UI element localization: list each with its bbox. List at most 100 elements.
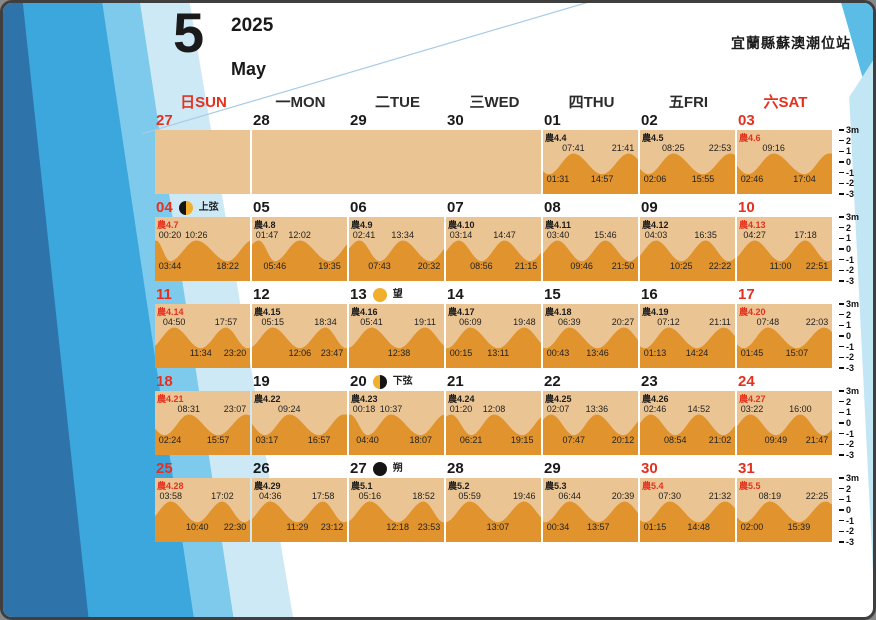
date-number: 09 bbox=[641, 199, 658, 216]
low-tide-time: 12:18 bbox=[386, 522, 409, 532]
scale-tick: 2 bbox=[839, 397, 851, 407]
lunar-date-label: 農4.29 bbox=[254, 481, 281, 491]
date-number: 24 bbox=[738, 373, 755, 390]
scale-tick-label: -1 bbox=[846, 254, 855, 265]
scale-tick-mark bbox=[839, 129, 844, 131]
tide-curve-chart bbox=[640, 501, 735, 542]
day-date-28: 28 bbox=[252, 113, 348, 129]
scale-tick: 1 bbox=[839, 494, 851, 504]
high-tide-time: 10:26 bbox=[185, 230, 208, 240]
lunar-date-label: 農4.27 bbox=[739, 394, 766, 404]
date-number: 10 bbox=[738, 199, 755, 216]
date-number: 26 bbox=[253, 460, 270, 477]
high-tide-time: 03:14 bbox=[449, 230, 473, 240]
tide-curve-chart bbox=[737, 240, 832, 281]
low-tide-time: 11:29 bbox=[286, 522, 309, 532]
low-tide-time: 21:02 bbox=[708, 435, 732, 445]
tide-scale: 3m 2 1 0 -1 -2 -3 bbox=[839, 386, 873, 460]
low-tide-time: 02:06 bbox=[643, 174, 667, 184]
scale-tick: -1 bbox=[839, 255, 854, 265]
scale-tick-label: -2 bbox=[846, 178, 855, 189]
scale-tick-label: 2 bbox=[846, 396, 852, 407]
day-date-23: 23 bbox=[640, 374, 736, 390]
high-tide-time: 04:36 bbox=[258, 491, 282, 501]
low-tide-time: 09:49 bbox=[764, 435, 788, 445]
day-date-22: 22 bbox=[543, 374, 639, 390]
scale-tick-label: -2 bbox=[846, 265, 855, 276]
scale-tick: 1 bbox=[839, 146, 851, 156]
low-tide-time: 01:13 bbox=[643, 348, 667, 358]
tide-band: 農4.4 07:41 21:41 01:31 14:57 bbox=[543, 130, 638, 194]
low-tide-time: 09:46 bbox=[570, 261, 593, 271]
high-tide-time: 19:11 bbox=[413, 317, 436, 327]
moon-phase-label: 下弦 bbox=[392, 376, 413, 387]
high-tide-time: 17:57 bbox=[214, 317, 238, 327]
low-tide-time: 00:43 bbox=[546, 348, 570, 358]
date-number: 16 bbox=[641, 286, 658, 303]
lunar-date-label: 農4.24 bbox=[448, 394, 475, 404]
high-tide-time: 12:02 bbox=[288, 230, 311, 240]
tide-band: 農4.22 09:24 03:17 16:57 bbox=[252, 391, 347, 455]
tide-curve-chart bbox=[252, 240, 347, 281]
calendar-week-row: 25 農4.28 03:58 17:02 10:40 22:30 26 農4.29 04:36 1… bbox=[155, 460, 873, 547]
calendar-week-row: 11 農4.14 04:50 17:57 11:34 23:20 12 農4.15 05:15 1… bbox=[155, 286, 873, 373]
low-tide-time: 22:22 bbox=[708, 261, 732, 271]
lunar-date-label: 農5.3 bbox=[545, 481, 567, 491]
tide-band: 農4.19 07:12 21:11 01:13 14:24 bbox=[640, 304, 735, 368]
tide-band: 農4.11 03:40 15:46 09:46 21:50 bbox=[543, 217, 638, 281]
scale-tick-mark bbox=[839, 432, 844, 435]
moon-phase-label: 上弦 bbox=[198, 202, 219, 213]
scale-tick-label: 0 bbox=[846, 505, 852, 515]
high-tide-time: 20:39 bbox=[611, 491, 635, 501]
scale-tick-mark bbox=[839, 313, 844, 316]
scale-tick: 0 bbox=[839, 418, 851, 428]
date-number: 30 bbox=[641, 460, 658, 477]
high-tide-time: 18:34 bbox=[314, 317, 337, 327]
low-tide-time: 04:40 bbox=[356, 435, 379, 445]
scale-tick-label: 1 bbox=[846, 146, 852, 157]
tide-curve-chart bbox=[737, 501, 832, 542]
day-date-29: 29 bbox=[349, 113, 445, 129]
tide-curve-chart bbox=[737, 327, 832, 368]
scale-tick-mark bbox=[839, 443, 844, 446]
low-tide-time: 21:15 bbox=[514, 261, 538, 271]
tide-curve-chart bbox=[543, 327, 638, 368]
day-date-24: 24 bbox=[737, 374, 833, 390]
lunar-date-label: 農4.22 bbox=[254, 394, 281, 404]
scale-tick-mark bbox=[839, 139, 844, 142]
date-number: 19 bbox=[253, 373, 270, 390]
scale-tick-label: -1 bbox=[846, 167, 855, 178]
low-tide-time: 11:00 bbox=[769, 261, 792, 271]
high-tide-time: 16:35 bbox=[694, 230, 717, 240]
low-tide-time: 14:57 bbox=[590, 174, 614, 184]
tide-curve-chart bbox=[543, 153, 638, 194]
scale-tick-label: -1 bbox=[846, 515, 855, 526]
date-number: 07 bbox=[447, 199, 464, 216]
high-tide-time: 16:00 bbox=[789, 404, 812, 414]
day-date-21: 21 bbox=[446, 374, 542, 390]
scale-tick-mark bbox=[839, 390, 844, 392]
scale-tick-label: 3m bbox=[846, 473, 860, 483]
tide-scale: 3m 2 1 0 -1 -2 -3 bbox=[839, 299, 873, 373]
moon-phase-icon-first-quarter bbox=[178, 201, 193, 215]
scale-tick: 3m bbox=[839, 212, 859, 222]
scale-tick-mark bbox=[839, 303, 844, 305]
tide-band: 農5.4 07:30 21:32 01:15 14:48 bbox=[640, 478, 735, 542]
date-number: 28 bbox=[253, 112, 270, 129]
scale-tick-label: -2 bbox=[846, 352, 855, 363]
day-date-30: 30 bbox=[446, 113, 542, 129]
low-tide-time: 07:47 bbox=[562, 435, 586, 445]
high-tide-time: 13:34 bbox=[391, 230, 414, 240]
scale-tick: -1 bbox=[839, 342, 854, 352]
low-tide-time: 08:56 bbox=[470, 261, 493, 271]
lunar-date-label: 農4.13 bbox=[739, 220, 766, 230]
tide-band: 農5.2 05:59 19:46 13:07 bbox=[446, 478, 541, 542]
tide-band: 農4.14 04:50 17:57 11:34 23:20 bbox=[155, 304, 250, 368]
tide-band: 農4.10 03:14 14:47 08:56 21:15 bbox=[446, 217, 541, 281]
tide-band: 農4.18 06:39 20:27 00:43 13:46 bbox=[543, 304, 638, 368]
high-tide-time: 22:53 bbox=[708, 143, 732, 153]
scale-tick-label: 2 bbox=[846, 222, 852, 233]
scale-tick-mark bbox=[839, 216, 844, 218]
date-number: 20 bbox=[350, 373, 367, 390]
tide-curve-chart bbox=[446, 501, 541, 542]
